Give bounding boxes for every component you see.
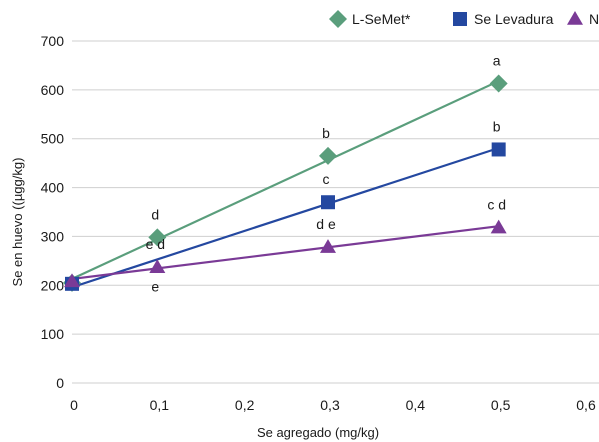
- trend-line-0: [71, 80, 500, 280]
- legend-label: Se Levadura: [474, 11, 554, 27]
- y-tick-label: 0: [56, 375, 64, 391]
- x-tick-label: 0,5: [491, 397, 511, 413]
- x-tick-label: 0,6: [576, 397, 596, 413]
- point-label: b: [493, 118, 501, 134]
- data-point-2-1: [149, 259, 166, 273]
- x-tick-label: 0,3: [320, 397, 340, 413]
- y-tick-label: 700: [41, 33, 65, 49]
- point-label: d e: [316, 216, 336, 232]
- data-point-1-1: [321, 195, 335, 210]
- legend-marker-0: [329, 10, 347, 28]
- data-point-0-1: [148, 228, 167, 247]
- point-label: e d: [146, 236, 165, 252]
- x-tick-label: 0,1: [150, 397, 170, 413]
- legend-label: L-SeMet*: [352, 11, 411, 27]
- data-point-2-3: [490, 219, 507, 234]
- data-point-0-3: [489, 74, 508, 93]
- annotation-label: e: [151, 278, 159, 294]
- y-tick-label: 100: [41, 326, 65, 342]
- data-point-0-2: [319, 146, 337, 165]
- trend-line-2: [71, 225, 499, 281]
- data-point-1-2: [491, 142, 506, 157]
- point-label: d: [151, 206, 159, 222]
- y-tick-label: 200: [41, 277, 65, 293]
- point-label: b: [322, 125, 330, 141]
- point-label: c: [323, 171, 330, 187]
- legend-marker-1: [453, 12, 467, 26]
- data-point-2-0: [64, 273, 80, 288]
- data-point-2-2: [320, 239, 336, 253]
- y-axis-title: Se en huevo ((µgg/kg): [10, 158, 25, 287]
- legend-label: NaSe: [589, 11, 599, 27]
- legend-marker-2: [567, 11, 583, 25]
- y-tick-label: 500: [41, 131, 65, 147]
- trend-line-1: [71, 146, 500, 289]
- x-axis-title: Se agregado (mg/kg): [257, 425, 379, 440]
- point-label: c d: [487, 197, 506, 213]
- x-tick-label: 0,4: [406, 397, 426, 413]
- y-tick-label: 600: [41, 82, 65, 98]
- y-tick-label: 400: [41, 180, 65, 196]
- x-tick-label: 0,2: [235, 397, 255, 413]
- x-tick-label: 0: [70, 397, 78, 413]
- point-label: a: [493, 53, 501, 69]
- y-tick-label: 300: [41, 228, 65, 244]
